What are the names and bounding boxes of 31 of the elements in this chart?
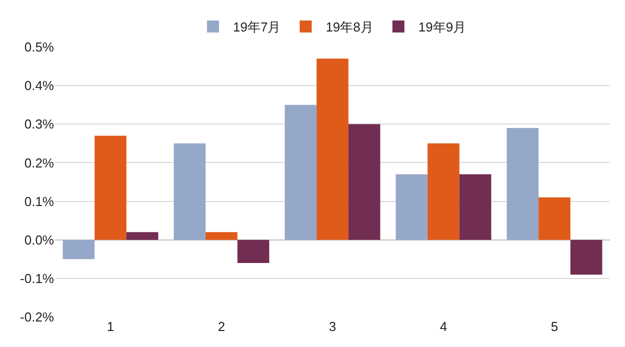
bar <box>62 240 95 260</box>
y-tick-label: 0.4% <box>24 78 54 94</box>
x-tick-label: 4 <box>440 319 448 334</box>
bar <box>316 58 348 240</box>
x-tick-label: 2 <box>218 319 226 334</box>
bar <box>428 143 460 240</box>
y-tick-label: -0.1% <box>20 270 54 286</box>
bar <box>570 240 602 275</box>
bar <box>348 124 380 240</box>
x-tick-label: 3 <box>328 319 336 334</box>
legend-label: 19年9月 <box>418 20 466 35</box>
legend-label: 19年7月 <box>233 20 281 35</box>
bar <box>459 174 492 240</box>
y-tick-label: -0.2% <box>20 310 54 325</box>
bar <box>174 143 206 240</box>
bar <box>284 104 317 240</box>
y-tick-label: 0.2% <box>24 155 54 170</box>
bar <box>396 174 428 240</box>
bar <box>506 128 539 240</box>
y-tick-label: 0.5% <box>24 40 54 55</box>
x-tick-label: 5 <box>550 319 558 334</box>
y-tick-label: 0.0% <box>24 232 54 248</box>
bar <box>538 197 570 240</box>
legend-label: 19年8月 <box>326 20 374 35</box>
y-tick-label: 0.3% <box>24 116 54 132</box>
y-tick-label: 0.1% <box>24 194 54 209</box>
x-tick-label: 1 <box>106 319 114 334</box>
bar <box>237 240 270 263</box>
bar <box>94 136 126 240</box>
bar <box>206 232 238 240</box>
bar <box>126 232 158 240</box>
